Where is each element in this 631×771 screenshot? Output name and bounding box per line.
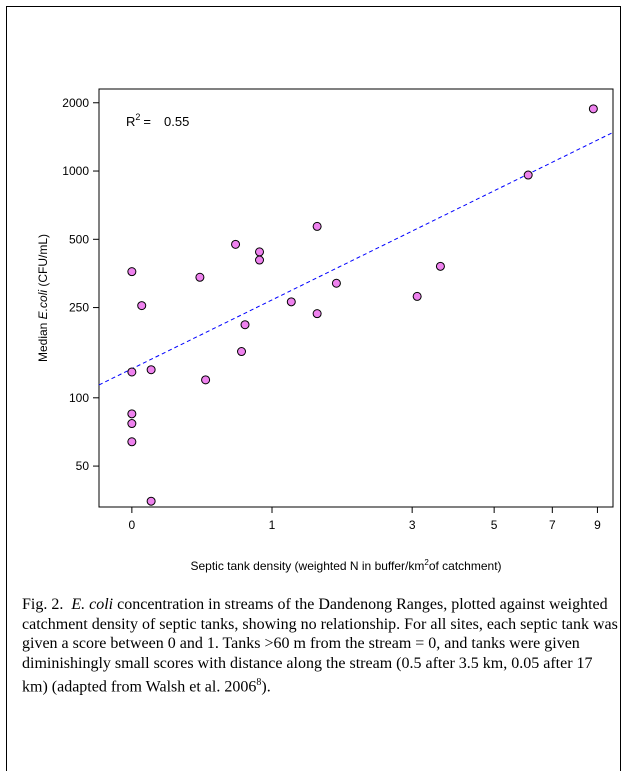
plot-area (98, 88, 614, 508)
y-axis-label-italic: E.coli (36, 290, 50, 320)
trendline (98, 131, 614, 386)
data-point-0 (127, 367, 137, 377)
data-point-7 (146, 496, 156, 506)
data-point-16 (312, 221, 322, 231)
data-point-21 (523, 170, 533, 180)
caption-end: ). (261, 678, 271, 696)
r2-value: 0.55 (164, 114, 189, 129)
y-axis-label-prefix: Median (36, 319, 50, 362)
caption-italic-term: E. coli (71, 596, 114, 613)
data-point-20 (435, 261, 445, 271)
figure-frame: 0 1 3 5 7 9 50 100 250 500 1000 2000 R2 = 0.55 Septic… (6, 6, 621, 771)
r2-letter: R (126, 114, 135, 129)
y-tick-label-3: 500 (69, 232, 89, 246)
data-point-4 (127, 437, 137, 447)
caption-fig-label: Fig. 2. (22, 596, 64, 613)
y-axis-label: Median E.coli (CFU/mL) (36, 234, 50, 362)
x-tick-label-4: 7 (549, 518, 556, 532)
x-axis-label-sup: 2 (424, 558, 429, 567)
x-tick-label-2: 3 (409, 518, 416, 532)
data-point-1 (127, 267, 137, 277)
data-point-3 (127, 419, 137, 429)
x-tick-label-1: 1 (269, 518, 276, 532)
y-tick-label-1: 100 (69, 391, 89, 405)
data-point-19 (412, 291, 422, 301)
data-point-11 (237, 347, 247, 357)
data-point-5 (137, 301, 147, 311)
y-axis-label-suffix: (CFU/mL) (36, 234, 50, 290)
y-tick-label-4: 1000 (62, 164, 89, 178)
data-point-2 (127, 409, 137, 419)
x-tick-label-3: 5 (491, 518, 498, 532)
axis-ticks: 0 1 3 5 7 9 50 100 250 500 1000 2000 (62, 96, 601, 532)
x-tick-label-5: 9 (594, 518, 601, 532)
data-point-18 (331, 278, 341, 288)
caption-body: concentration in streams of the Dandenon… (22, 596, 618, 696)
figure-caption: Fig. 2. E. coli concentration in streams… (22, 595, 622, 697)
x-axis-label-tail: of catchment) (429, 559, 502, 573)
data-point-14 (255, 255, 265, 265)
y-tick-label-2: 250 (69, 301, 89, 315)
r2-superscript: 2 (135, 112, 140, 122)
data-point-15 (286, 297, 296, 307)
caption-paragraph: Fig. 2. E. coli concentration in streams… (22, 595, 622, 697)
points-group (127, 104, 598, 506)
x-axis-label: Septic tank density (weighted N in buffe… (190, 558, 501, 573)
data-point-9 (201, 375, 211, 385)
data-point-6 (146, 365, 156, 375)
x-axis-label-main: Septic tank density (weighted N in buffe… (190, 559, 424, 573)
y-tick-label-5: 2000 (62, 96, 89, 110)
data-point-12 (240, 320, 250, 330)
r2-annotation: R2 = 0.55 (126, 112, 189, 129)
trendline-group (98, 131, 614, 386)
data-point-17 (312, 309, 322, 319)
data-point-10 (231, 239, 241, 249)
data-point-8 (195, 272, 205, 282)
x-tick-label-0: 0 (129, 518, 136, 532)
r2-equals: = (143, 114, 151, 129)
caption-ref-sup: 8 (256, 677, 262, 688)
data-point-22 (588, 104, 598, 114)
data-point-13 (255, 247, 265, 257)
y-tick-label-0: 50 (76, 459, 90, 473)
